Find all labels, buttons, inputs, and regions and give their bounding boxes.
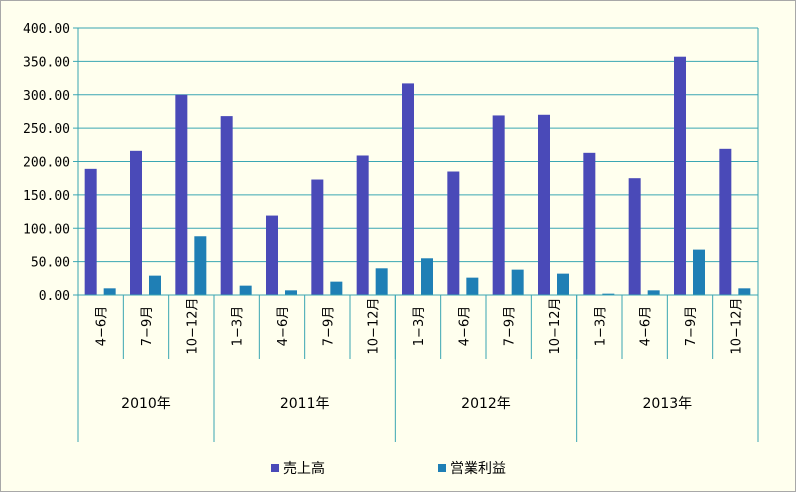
- gridlines: [78, 27, 758, 263]
- x-category-label: 7−9月: [684, 306, 699, 346]
- y-tick-label: 50.00: [31, 256, 70, 271]
- legend-label-operating-profit: 営業利益: [450, 461, 506, 477]
- legend-swatch-operating-profit: [438, 464, 446, 472]
- year-group-label: 2012年: [461, 396, 511, 412]
- bar-operating-profit: [194, 236, 207, 295]
- y-tick-label: 100.00: [23, 222, 70, 237]
- bar-operating-profit: [738, 288, 751, 295]
- x-category-label: 10−12月: [367, 298, 382, 355]
- y-tick-label: 400.00: [23, 22, 70, 37]
- bar-sales: [84, 168, 97, 295]
- bar-operating-profit: [330, 281, 343, 295]
- year-group-label: 2010年: [121, 396, 171, 412]
- y-tick-label: 0.00: [39, 289, 70, 304]
- bar-sales: [538, 114, 550, 296]
- y-tick-label: 250.00: [23, 122, 70, 137]
- x-category-label: 7−9月: [140, 306, 155, 346]
- x-category-label: 7−9月: [321, 306, 336, 346]
- bar-sales: [311, 179, 324, 295]
- y-axis-tick-labels: 0.00 50.00 100.00 150.00 200.00 250.00 300.00 3…: [23, 22, 70, 304]
- bar-operating-profit: [602, 293, 615, 295]
- bar-operating-profit: [149, 275, 161, 295]
- bar-operating-profit: [647, 290, 660, 295]
- x-category-label: 4−6月: [457, 306, 472, 346]
- bar-sales: [674, 56, 686, 295]
- x-category-label: 4−6月: [276, 306, 291, 346]
- x-category-label: 10−12月: [548, 298, 563, 355]
- bar-operating-profit: [285, 290, 297, 295]
- x-category-label: 4−6月: [95, 306, 110, 346]
- bar-operating-profit: [511, 269, 524, 295]
- legend-swatch-sales: [271, 464, 279, 472]
- bar-operating-profit: [693, 249, 705, 295]
- y-tick-label: 350.00: [23, 55, 70, 70]
- bar-sales: [719, 148, 732, 295]
- x-category-label: 7−9月: [503, 306, 518, 346]
- x-category-label: 10−12月: [185, 298, 200, 355]
- bar-operating-profit: [557, 273, 569, 295]
- year-group-label: 2011年: [280, 396, 330, 412]
- bar-sales: [356, 155, 369, 295]
- x-category-label: 4−6月: [639, 306, 654, 346]
- bar-sales: [130, 150, 142, 295]
- x-axis-category-labels: 4−6月 7−9月 10−12月 1−3月 4−6月 7−9月 10−12月 1−3月 4−6月…: [95, 298, 745, 355]
- x-category-label: 10−12月: [729, 298, 744, 355]
- legend-label-sales: 売上高: [283, 460, 325, 477]
- x-category-label: 1−3月: [412, 306, 427, 346]
- bar-sales: [583, 152, 596, 295]
- x-category-label: 1−3月: [231, 306, 246, 346]
- bar-operating-profit: [103, 288, 116, 295]
- y-tick-label: 300.00: [23, 89, 70, 104]
- bar-sales: [447, 171, 460, 295]
- x-axis-year-groups: 2010年 2011年 2012年 2013年: [121, 396, 692, 412]
- axes: [73, 27, 759, 442]
- bar-sales: [492, 115, 505, 295]
- x-category-label: 1−3月: [593, 306, 608, 346]
- y-tick-label: 150.00: [23, 189, 70, 204]
- bar-sales: [628, 178, 641, 295]
- bar-operating-profit: [239, 285, 252, 295]
- bar-operating-profit: [466, 277, 479, 295]
- legend: 売上高 営業利益: [271, 460, 506, 477]
- bar-sales: [266, 215, 278, 295]
- bar-sales: [220, 116, 233, 295]
- bar-sales: [402, 83, 414, 295]
- bar-sales: [175, 94, 188, 295]
- bar-operating-profit: [375, 268, 388, 295]
- y-tick-label: 200.00: [23, 156, 70, 171]
- bar-operating-profit: [421, 258, 433, 295]
- year-group-label: 2013年: [643, 396, 693, 412]
- bars: [84, 56, 751, 296]
